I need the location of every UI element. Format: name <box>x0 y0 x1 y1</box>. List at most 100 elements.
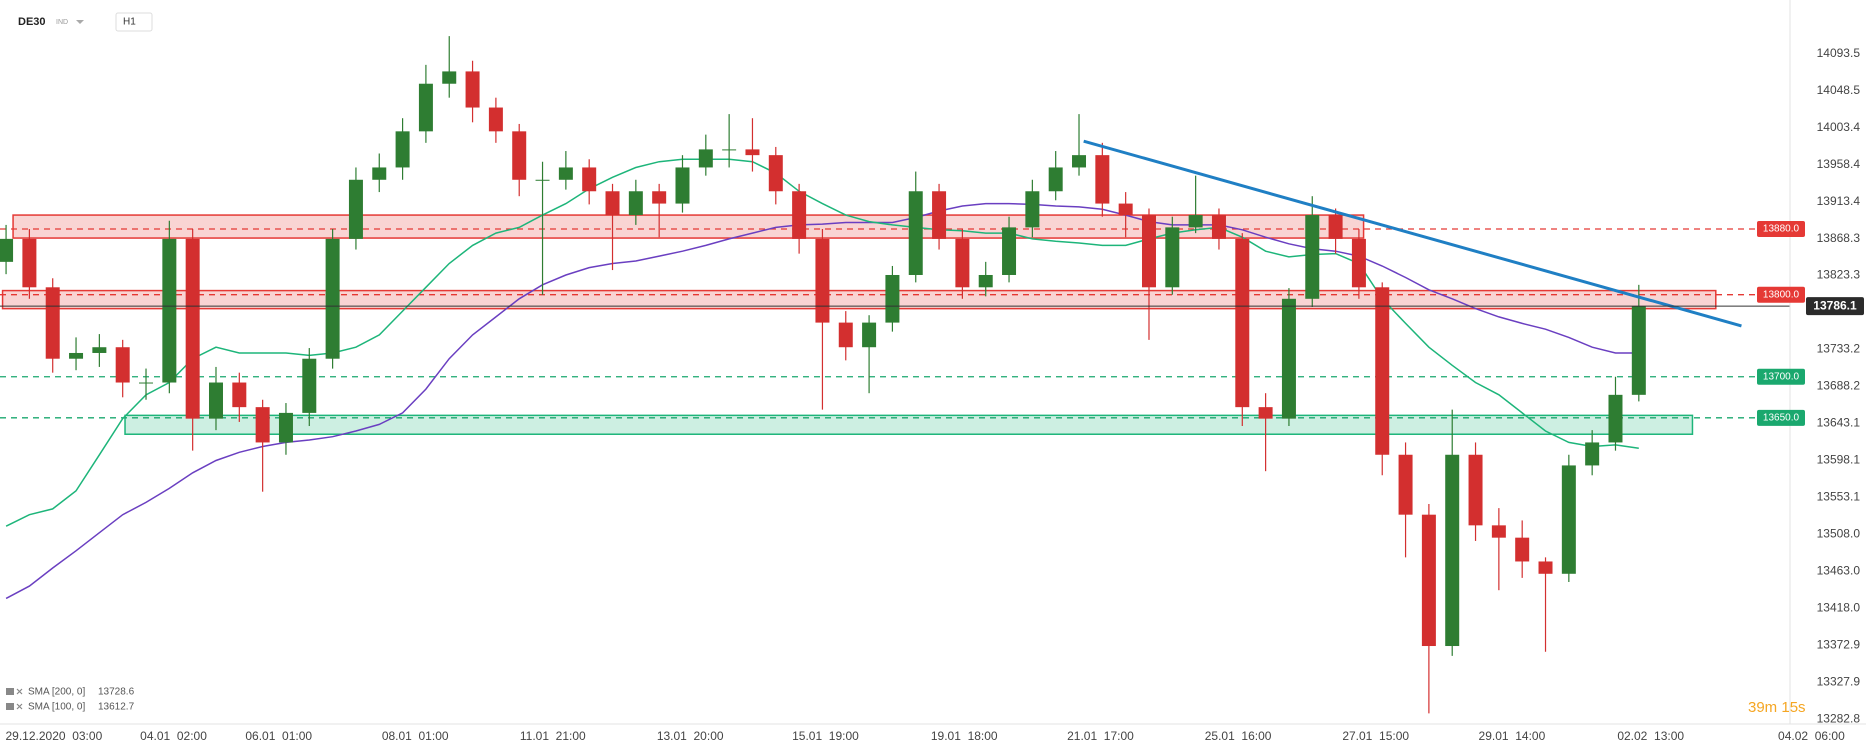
candle-body <box>675 167 690 204</box>
candle-body <box>45 287 60 359</box>
candle-body <box>1258 407 1273 419</box>
y-tick-label: 13643.1 <box>1817 416 1861 430</box>
x-tick-label: 15.01 19:00 <box>792 729 859 743</box>
legend-name: SMA [200, 0] <box>28 687 85 698</box>
x-tick-label: 29.12.2020 03:00 <box>5 729 102 743</box>
candle-body <box>792 191 807 239</box>
candle-body <box>22 238 37 288</box>
legend-value: 13612.7 <box>98 702 135 713</box>
candle-body <box>1025 191 1040 228</box>
y-tick-label: 13553.1 <box>1817 490 1861 504</box>
candle-body <box>745 149 760 156</box>
candle-body <box>208 382 223 419</box>
candle-body <box>1165 227 1180 288</box>
candle-body <box>1188 215 1203 228</box>
plot-area <box>0 36 1790 714</box>
interval[interactable]: H1 <box>123 17 136 28</box>
candle-body <box>139 382 154 384</box>
axes: 14093.5 14048.5 14003.4 13958.4 13913.4 13868… <box>5 46 1864 743</box>
y-tick-label: 14093.5 <box>1817 46 1861 60</box>
candle-body <box>978 274 993 288</box>
candle-body <box>768 155 783 192</box>
candle-body <box>955 238 970 288</box>
market: IND <box>56 19 68 26</box>
y-tick-label: 13958.4 <box>1817 157 1861 171</box>
dropdown-caret[interactable] <box>76 20 84 24</box>
y-tick-label: 13913.4 <box>1817 194 1861 208</box>
x-tick-label: 29.01 14:00 <box>1479 729 1546 743</box>
candle-body <box>255 407 270 443</box>
interval-button[interactable] <box>115 12 153 32</box>
y-tick-label: 13733.2 <box>1817 342 1861 356</box>
candle-body <box>1585 442 1600 466</box>
x-tick-label: 11.01 21:00 <box>520 729 586 743</box>
candle-body <box>372 167 387 180</box>
candle-body <box>1095 155 1110 204</box>
candle-body <box>582 167 597 192</box>
y-tick-label: 13598.1 <box>1817 453 1861 467</box>
y-tick-label: 13508.0 <box>1817 527 1861 541</box>
y-tick-label: 13327.9 <box>1817 674 1861 688</box>
candle-body <box>605 191 620 216</box>
level-label-bg <box>1757 409 1805 426</box>
x-tick-label: 25.01 16:00 <box>1205 729 1272 743</box>
candle-body <box>908 191 923 275</box>
candle-body <box>885 274 900 323</box>
legend-close[interactable] <box>16 703 23 710</box>
legend-icon[interactable] <box>6 688 14 695</box>
y-tick-label: 13418.0 <box>1817 600 1861 614</box>
x-tick-label: 08.01 01:00 <box>382 729 449 743</box>
candle-body <box>278 412 293 443</box>
candle-body <box>69 352 84 359</box>
zone <box>12 214 1365 239</box>
legend-icon[interactable] <box>6 703 14 710</box>
level-label-bg <box>1757 368 1805 385</box>
candle-body <box>815 238 830 323</box>
candle-body <box>185 238 200 419</box>
y-tick-label: 13688.2 <box>1817 379 1861 393</box>
zone <box>124 414 1694 435</box>
candle-body <box>325 238 340 359</box>
candle-body <box>838 322 853 348</box>
candle-body <box>1398 454 1413 515</box>
candle-body <box>1281 298 1296 419</box>
candle-body <box>1305 215 1320 299</box>
candle-body <box>92 347 107 353</box>
y-tick-label: 13868.3 <box>1817 231 1861 245</box>
candle-body <box>488 107 503 132</box>
y-tick-label: 13463.0 <box>1817 563 1861 577</box>
candle-body <box>1445 454 1460 647</box>
legend-name: SMA [100, 0] <box>28 702 85 713</box>
candle-body <box>1421 514 1436 647</box>
candle-body <box>1561 465 1576 574</box>
candle-body <box>535 179 550 181</box>
candle-body <box>1538 561 1553 574</box>
candle-body <box>512 131 527 180</box>
x-tick-label: 13.01 20:00 <box>657 729 724 743</box>
candle-body <box>1072 155 1087 168</box>
candle-body <box>722 149 737 151</box>
candle-body <box>628 191 643 216</box>
candle-body <box>1491 525 1506 538</box>
x-tick-label: 04.02 06:00 <box>1778 729 1845 743</box>
candle-body <box>1048 167 1063 192</box>
symbol[interactable]: DE30 <box>18 16 46 28</box>
x-tick-label: 27.01 15:00 <box>1342 729 1409 743</box>
candle-body <box>348 179 363 239</box>
candle-body <box>1002 227 1017 275</box>
x-tick-label: 04.01 02:00 <box>140 729 207 743</box>
candle-body <box>302 358 317 413</box>
candle-body <box>1631 306 1646 395</box>
candle-body <box>652 191 667 204</box>
y-tick-label: 13823.3 <box>1817 268 1861 282</box>
level-label: 13800.0 <box>1763 289 1800 300</box>
candle-body <box>1468 454 1483 526</box>
candle-body <box>558 167 573 180</box>
legend-close[interactable] <box>16 688 23 695</box>
candle-timer: 39m 15s <box>1748 699 1806 716</box>
candle-body <box>0 238 14 262</box>
x-tick-label: 06.01 01:00 <box>245 729 312 743</box>
